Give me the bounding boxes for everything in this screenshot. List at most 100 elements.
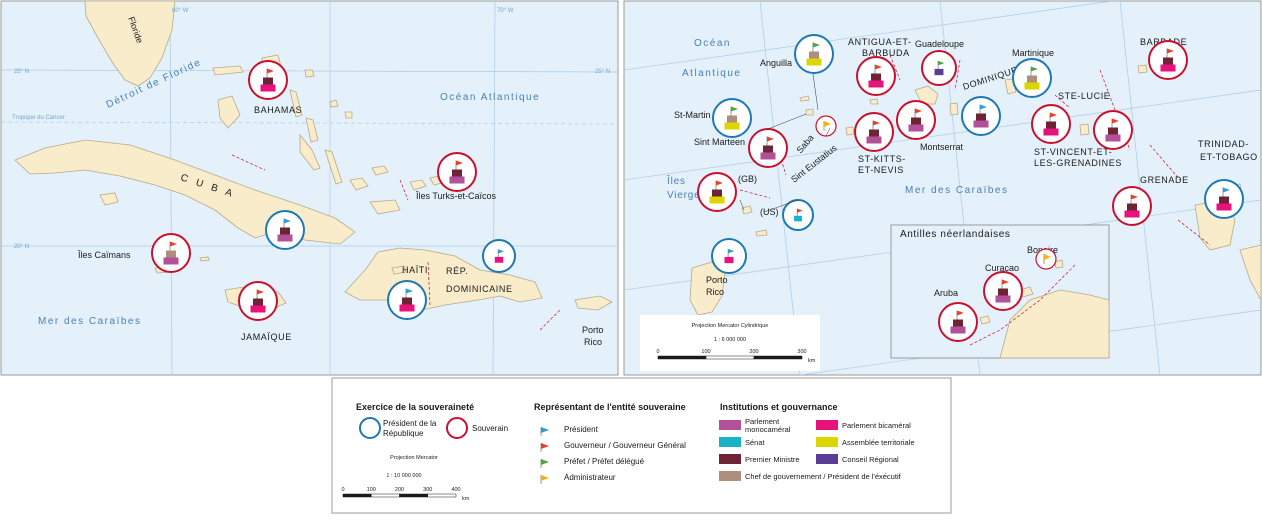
antigua-symbol: [856, 56, 896, 96]
isla-juventud: [99, 192, 119, 206]
st-croix: [755, 229, 768, 237]
caiman2: [199, 256, 210, 262]
barbade-land: [1137, 64, 1148, 74]
rep-dominicaine-flag: [498, 249, 505, 254]
label-curacao: Curaçao: [985, 263, 1019, 273]
legend-projection: Projection Mercator: [390, 455, 438, 461]
aruba-block-mono: [950, 326, 966, 334]
martinique-block-hg: [1027, 75, 1037, 83]
label-st-martin: St-Martin: [674, 110, 711, 120]
iles-vierges-gb-symbol: [697, 172, 737, 212]
right-scale-segment: [753, 355, 803, 360]
inagua: [369, 199, 401, 215]
trinidad-symbol: [1204, 179, 1244, 219]
porto-rico-symbol: [711, 238, 747, 274]
iles-vierges-us-flag: [797, 208, 803, 213]
label-iles: Îles: [666, 174, 686, 187]
label-sint-maarten: Sint Marteen: [694, 137, 745, 147]
st-martin-block-ter: [724, 122, 740, 130]
bahamas-flag: [267, 68, 274, 74]
right-scale-tick: 0: [656, 349, 659, 355]
label-tropic: Tropique du Cancer: [12, 115, 65, 121]
label-jamaique: JAMAÏQUE: [241, 332, 292, 342]
right-map-scale: Projection Mercator Cylindrique 1 : 6 00…: [640, 315, 820, 371]
legend-scale-unit: km: [462, 496, 470, 502]
label-antigua-1: ANTIGUA-ET-: [848, 37, 912, 47]
stkitts-block-pm: [869, 129, 879, 137]
st-martin-block-hg: [727, 115, 737, 123]
iles-vierges-gb-flag: [716, 180, 723, 186]
guadeloupe-flag: [938, 60, 945, 66]
right-scale-tick: 200: [749, 349, 758, 355]
legend-rep-label-governor: Gouverneur / Gouverneur Général: [564, 441, 686, 450]
trinidad-block-pm: [1219, 196, 1229, 204]
label-caimans: Îles Caïmans: [77, 250, 131, 260]
legend-sovereign-label: Souverain: [472, 424, 508, 433]
label-vierges: Vierges: [667, 190, 706, 201]
legend-scale-segment: [427, 493, 457, 498]
label-haiti: HAÏTI: [402, 265, 428, 275]
rep-dominicaine-symbol: [482, 239, 516, 273]
label-turks: Îles Turks-et-Caïcos: [415, 191, 497, 201]
legend-scale-tick: 200: [395, 487, 404, 493]
barbade-symbol: [1148, 40, 1188, 80]
bahamas-block-pm: [263, 77, 273, 85]
right-scale-tick: 300: [797, 349, 806, 355]
leader-line: [812, 73, 819, 111]
gonave: [391, 265, 407, 275]
andros: [217, 95, 241, 129]
label-ocean: Océan: [694, 38, 731, 49]
trinidad-block-bi: [1216, 203, 1232, 211]
coord-label-4: 25° N: [595, 69, 610, 75]
anguilla-block-ter: [806, 58, 822, 66]
label-anguilla: Anguilla: [760, 58, 792, 68]
jamaique-flag: [257, 289, 264, 295]
label-trinidad-1: TRINIDAD-: [1198, 139, 1249, 149]
left-map-coords: 80° W 25° N 20° N 25° N 70° W: [14, 8, 610, 250]
bonaire-symbol: [1035, 248, 1057, 270]
leader-line: [767, 113, 807, 130]
label-atlantic-left: Océan Atlantique: [440, 92, 540, 103]
dominique-symbol: [961, 96, 1001, 136]
barbade-block-pm: [1163, 57, 1173, 65]
label-caribbean-left: Mer des Caraïbes: [38, 316, 141, 327]
sint-maarten-flag: [767, 136, 774, 142]
legend-president-label-2: République: [383, 429, 424, 438]
inset-bonaire-land: [1054, 259, 1064, 269]
label-us: (US): [760, 207, 779, 217]
label-bahamas: BAHAMAS: [254, 105, 302, 115]
jamaique-block-bi: [250, 305, 266, 313]
label-stkitts-1: ST-KITTS-: [858, 154, 906, 164]
legend-institutions-title: Institutions et gouvernance: [720, 402, 838, 412]
antigua-block-pm: [871, 73, 881, 81]
legend-scale-tick: 400: [451, 487, 460, 493]
grenade-flag: [1131, 194, 1138, 200]
legend-sovereignty-title: Exercice de la souveraineté: [356, 402, 474, 412]
ste-lucie-flag: [1050, 112, 1057, 118]
legend-swatch-senate: [719, 437, 741, 447]
barbade-block-bi: [1160, 64, 1176, 72]
caimans-flag: [170, 241, 177, 247]
legend-president-ring: [359, 417, 381, 439]
st-vincent-block-mono: [1105, 134, 1121, 142]
legend-representative-title: Représentant de l'entité souveraine: [534, 402, 686, 412]
dominique-flag: [980, 104, 987, 110]
cuba-flag: [284, 218, 291, 224]
st-vincent-block-pm: [1108, 127, 1118, 135]
eleuthera: [289, 89, 303, 118]
haiti-block-bi: [399, 304, 415, 312]
inset-title: Antilles néerlandaises: [900, 229, 1010, 240]
iles-vierges-gb-block-ter: [709, 196, 725, 204]
grand-bahama: [212, 65, 244, 76]
stkitts-symbol: [854, 112, 894, 152]
legend-swatch-territorial: [816, 437, 838, 447]
legend-inst-label-prime-minister: Premier Ministre: [745, 455, 800, 464]
right-scale-projection: Projection Mercator Cylindrique: [692, 323, 769, 329]
ste-lucie-symbol: [1031, 104, 1071, 144]
aruba-block-pm: [953, 319, 963, 327]
barbuda-land: [869, 98, 879, 105]
legend-inst-label-head-gov: Chef de gouvernement / Président de l'éx…: [745, 472, 902, 481]
caimans-block-hg: [166, 250, 176, 258]
legend-scale-tick: 0: [341, 487, 344, 493]
cuba-block-mono: [277, 234, 293, 242]
